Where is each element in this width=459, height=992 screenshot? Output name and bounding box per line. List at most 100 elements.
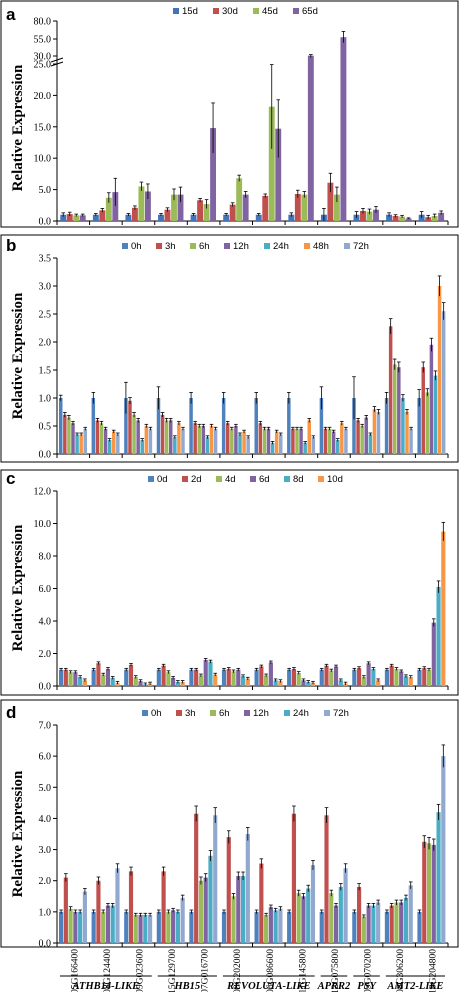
panel-d-bar-6h-08G202000 [231,896,236,943]
panel-b-legend-label-24h: 24h [273,241,289,252]
panel-d-bar-12h-08G124400 [105,905,111,943]
panel-d-ytick-label: 3.0 [39,845,52,856]
panel-b-bar-48h-08G306200 [405,412,409,454]
panel-b-legend-label-12h: 12h [233,241,249,252]
panel-a-bar-15d-05G166400 [60,214,67,221]
panel-c-bar-8d-06G086600 [273,680,278,686]
panel-d-bar-0h-15G129700 [156,911,161,943]
panel-c-bar-2d-06G086600 [259,666,264,686]
panel-c-legend-label-10d: 10d [327,474,343,485]
panel-a-ylabel: Relative Expression [10,64,26,191]
panel-b-bar-6h-11G145800 [295,428,299,454]
panel-d-bar-3h-05G166400 [63,877,68,943]
panel-a-legend-label-15d: 15d [182,6,198,17]
panel-c-bar-4d-08G306200 [394,668,399,686]
panel-c-ytick-label: 10.0 [34,519,52,530]
panel-d-legend-label-24h: 24h [293,708,309,719]
panel-b-ylabel: Relative Expression [10,292,26,419]
panel-d-bar-24h-06G086600 [273,910,278,943]
panel-a-bar-45d-15G129700 [171,194,177,221]
panel-b-ytick-label: 3.5 [39,254,52,265]
panel-b-legend-swatch-0h [122,243,128,249]
panel-b-bar-12h-08G124400 [103,428,108,454]
panel-b-bar-3h-11G145800 [291,428,295,454]
panel-a-bar-45d-08G306200 [399,216,406,221]
panel-a-legend-label-65d: 65d [302,6,318,17]
panel-b-bar-24h-08G202000 [238,434,242,454]
panel-b-bar-72h-08G202000 [246,437,250,454]
panel-b-bar-48h-05G166400 [79,434,83,454]
panel-c-legend-label-0d: 0d [157,474,168,485]
panel-b-bar-3h-08G306200 [388,326,393,454]
panel-b-bar-0h-09G023600 [124,398,128,454]
gene-label: 07G016700 [201,949,211,992]
panel-b-bar-6h-07G016700 [197,426,201,454]
panel-d-bar-12h-08G306200 [399,902,404,943]
panel-b-bar-0h-07G016700 [189,398,193,454]
panel-b-legend-label-72h: 72h [353,241,369,252]
panel-c-bar-8d-12G075800 [338,680,343,686]
panel-d-ytick-label: 2.0 [39,876,52,887]
panel-b-bar-0h-06G086600 [254,398,258,454]
panel-d-ytick-label: 7.0 [39,721,52,732]
panel-b-bar-24h-12G075800 [336,440,340,454]
panel-b-bar-3h-06G086600 [258,423,263,454]
panel-a-ytick-label: 80.0 [34,17,52,28]
panel-d-legend-label-0h: 0h [151,708,162,719]
axis-break-mark [50,57,64,67]
panel-c-bar-2d-07G016700 [194,669,199,686]
panel-d-bar-0h-07G016700 [189,911,194,943]
panel-c-bar-4d-07G016700 [198,675,204,686]
panel-a-bar-65d-07G016700 [210,128,217,221]
panel-a-legend-swatch-15d [173,8,179,14]
panel-a-ytick-label: 30.0 [34,52,52,63]
panel-d-bar-72h-06G086600 [278,908,283,943]
panel-c-ytick-label: 0.0 [39,682,52,693]
panel-d-bar-24h-08G306200 [403,897,409,943]
panel-c-bar-8d-08G124400 [110,677,115,686]
panel-d-bar-12h-12G075800 [333,905,339,943]
panel-c-bar-0d-08G124400 [91,669,96,686]
panel-c-legend-label-8d: 8d [293,474,304,485]
panel-b-legend-label-0h: 0h [131,241,142,252]
panel-c-bar-4d-08G202000 [231,671,236,686]
panel-b-bar-72h-09G023600 [148,428,153,454]
panel-b-bar-0h-18G204800 [417,398,421,454]
panel-b-bar-24h-08G306200 [401,398,405,454]
panel-d-bar-24h-15G129700 [175,911,180,943]
panel-d-bar-3h-11G145800 [291,813,297,943]
panel-a-bar-65d-08G124400 [112,192,119,221]
gene-label: 12G075800 [331,949,341,992]
panel-a-bar-30d-11G145800 [294,193,301,221]
panel-b-bar-24h-05G166400 [75,434,79,454]
panel-b-bar-6h-08G124400 [99,423,104,454]
panel-b-bar-12h-06G086600 [266,428,271,454]
panel-b-bar-3h-18G204800 [421,367,425,454]
panel-c-bar-6d-05G070200 [366,663,371,686]
panel-d-bar-6h-07G016700 [198,880,204,943]
panel-a-legend-swatch-65d [293,8,299,14]
family-label: APRR2 [317,981,351,992]
panel-d-bar-72h-07G016700 [213,815,218,943]
gene-label: 18G204800 [429,949,439,992]
panel-d-bar-6h-05G070200 [361,916,366,943]
gene-label: 08G124400 [103,949,113,992]
panel-c-bar-10d-18G204800 [441,531,446,686]
panel-b-bar-72h-11G145800 [311,437,316,454]
family-label: ATHB14-LIKE [72,981,140,992]
panel-a-bar-30d-05G166400 [66,214,73,221]
panel-c-bar-10d-11G145800 [310,682,316,686]
panel-a-bar-15d-08G124400 [92,214,99,221]
panel-c-ylabel: Relative Expression [10,524,26,651]
panel-d-bar-3h-06G086600 [259,863,264,943]
panel-c-bar-6d-08G124400 [105,668,111,686]
panel-b-bar-24h-09G023600 [140,440,144,454]
panel-b-ytick-label: 2.0 [39,338,52,349]
panel-c-legend-swatch-2d [182,476,188,482]
panel-c-bar-4d-18G204800 [426,669,432,686]
panel-c-bar-2d-05G166400 [63,669,68,686]
panel-d-legend-swatch-6h [210,710,216,716]
panel-c-bar-4d-05G166400 [68,672,73,686]
panel-d-bar-3h-12G075800 [324,815,329,943]
panel-b-bar-12h-18G204800 [429,344,434,454]
